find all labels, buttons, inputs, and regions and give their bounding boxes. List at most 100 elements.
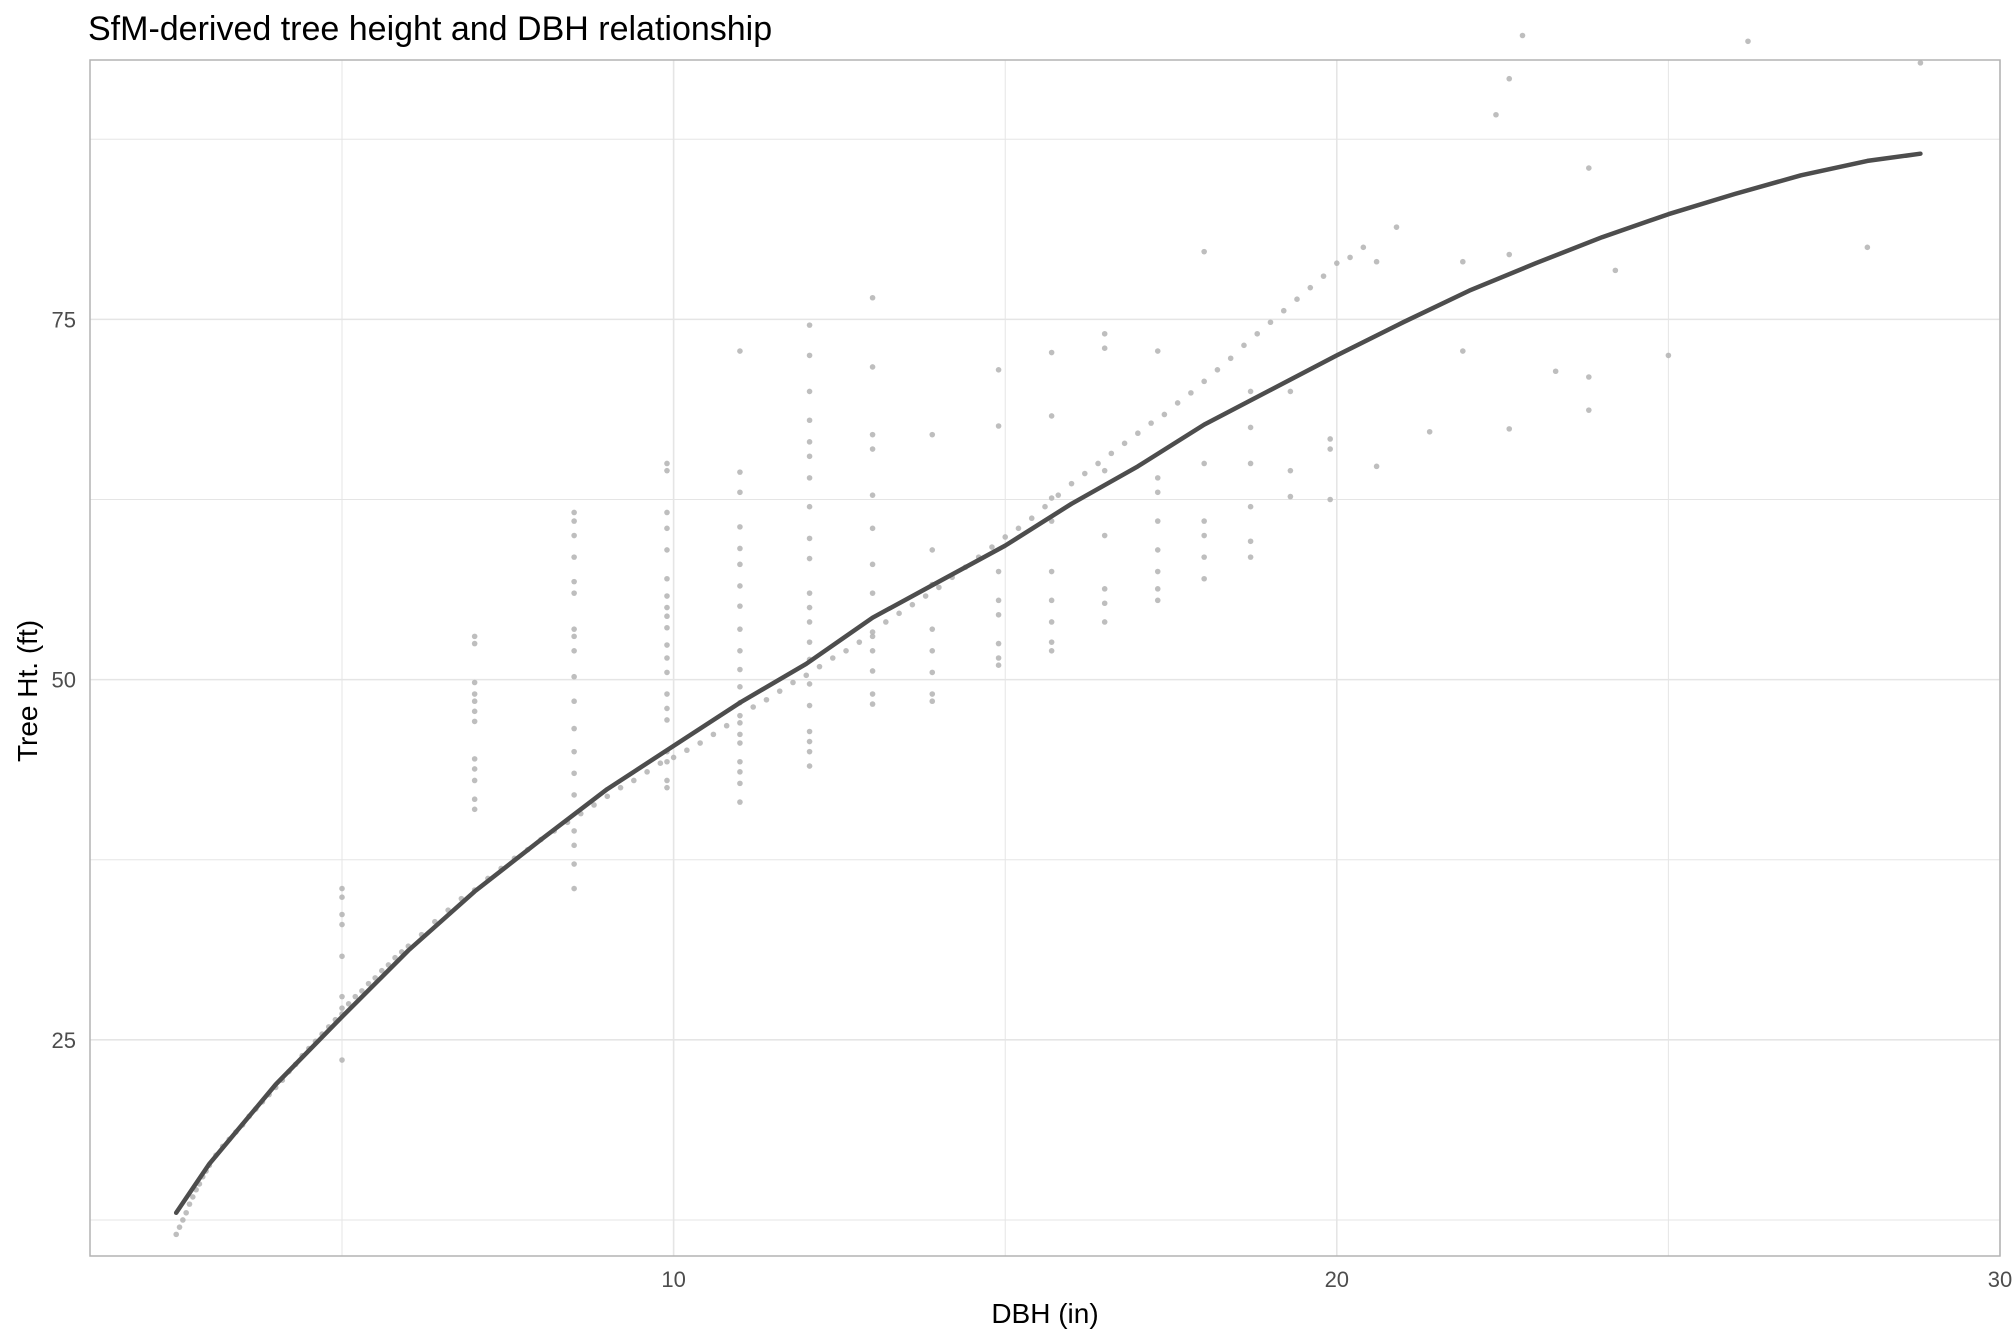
data-point [1586, 165, 1592, 171]
data-point [1028, 515, 1035, 522]
data-point [471, 640, 478, 647]
data-point [763, 696, 770, 703]
data-point [339, 1057, 345, 1063]
data-point [1287, 467, 1294, 474]
plot-border [89, 59, 2001, 1257]
data-point [664, 669, 670, 676]
data-point [1135, 430, 1141, 437]
data-point [1101, 586, 1108, 592]
data-point [1101, 345, 1108, 351]
data-point [571, 861, 577, 867]
data-point [1864, 244, 1871, 251]
data-point [1048, 619, 1055, 625]
data-point [1154, 348, 1161, 354]
data-point [1267, 319, 1274, 326]
data-point [806, 503, 813, 510]
data-point [1519, 32, 1526, 39]
data-point [1201, 248, 1207, 255]
data-point [571, 792, 577, 798]
data-point [737, 799, 743, 805]
data-point [571, 698, 577, 705]
data-point [1227, 355, 1234, 362]
data-point [806, 702, 813, 709]
data-point [1068, 480, 1075, 487]
data-point [571, 554, 577, 560]
data-point [806, 417, 813, 424]
data-point [1154, 586, 1161, 592]
data-point [806, 604, 813, 611]
data-point [1294, 296, 1300, 303]
data-point [339, 953, 345, 960]
data-point [1493, 111, 1499, 118]
data-point [339, 885, 345, 892]
data-point [571, 673, 577, 680]
data-point [1201, 378, 1207, 385]
data-point [995, 611, 1002, 618]
data-point [723, 722, 730, 729]
data-point [189, 1194, 196, 1200]
data-point [664, 758, 670, 765]
data-point [1154, 547, 1161, 553]
data-point [664, 655, 670, 661]
data-point [869, 633, 876, 640]
data-point [571, 725, 577, 732]
data-point [1287, 493, 1294, 500]
fit-line [173, 151, 1923, 1216]
data-point [790, 679, 796, 686]
data-point [471, 691, 478, 697]
data-point [571, 509, 577, 516]
data-point [869, 294, 876, 301]
data-point [1347, 254, 1353, 261]
x-axis-title: DBH (in) [991, 1298, 1098, 1329]
data-point [1247, 503, 1254, 510]
data-point [1002, 534, 1009, 540]
data-point [1393, 224, 1400, 230]
data-point [1373, 463, 1380, 470]
data-point [1307, 284, 1314, 291]
data-point [617, 784, 624, 791]
data-point [379, 967, 385, 974]
data-point [471, 633, 478, 640]
data-point [806, 619, 813, 625]
data-point [697, 740, 703, 746]
data-point [1048, 647, 1055, 654]
data-point [352, 993, 359, 1000]
data-point [1247, 460, 1254, 467]
y-tick-label: 75 [52, 307, 76, 332]
data-point [737, 348, 743, 354]
data-point [1460, 258, 1466, 265]
data-point [843, 647, 849, 654]
data-point [806, 439, 813, 445]
chart-title: SfM-derived tree height and DBH relation… [88, 10, 772, 48]
data-point [737, 731, 743, 738]
data-point [737, 545, 743, 552]
data-point [816, 663, 823, 670]
data-point [1320, 273, 1327, 279]
data-point [1586, 407, 1592, 413]
data-point [737, 720, 743, 726]
data-point [664, 777, 670, 784]
data-point [471, 718, 478, 725]
data-point [571, 770, 577, 777]
data-point [571, 518, 577, 524]
data-point [365, 980, 372, 987]
data-point [1373, 258, 1380, 265]
data-point [1042, 503, 1048, 510]
data-point [806, 453, 813, 460]
data-point [1048, 597, 1055, 604]
data-point [604, 793, 611, 800]
data-point [471, 806, 478, 813]
data-point [1174, 400, 1181, 406]
data-point [737, 489, 743, 496]
data-point [664, 642, 670, 648]
data-point [869, 629, 876, 635]
data-point [664, 467, 670, 474]
data-point [806, 352, 813, 359]
data-point [339, 1005, 345, 1011]
data-point [1154, 568, 1161, 575]
data-point [1426, 428, 1433, 435]
data-point [737, 524, 743, 530]
data-point [929, 691, 936, 697]
x-tick-label: 30 [1988, 1267, 2012, 1292]
data-point [471, 708, 478, 715]
